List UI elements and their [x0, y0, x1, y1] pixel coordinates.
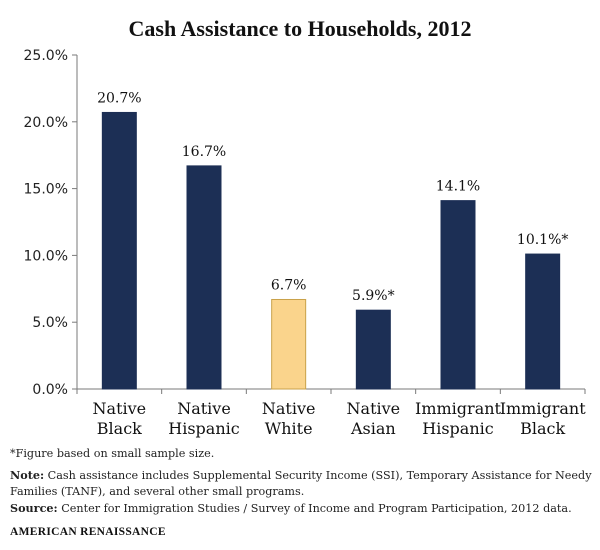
y-tick-label: 0.0% — [32, 382, 68, 398]
category-label: Asian — [350, 419, 396, 438]
y-tick-label: 15.0% — [24, 182, 68, 198]
bar-value-label: 5.9%* — [352, 288, 395, 304]
bar-value-label: 6.7% — [271, 277, 307, 293]
category-label: Black — [520, 419, 565, 438]
bar — [525, 253, 561, 390]
category-label: Black — [97, 419, 142, 438]
bar-value-label: 14.1% — [436, 179, 480, 195]
bar-chart: 0.0% 5.0% 10.0% 15.0% 20.0% 25.0% 20.7% 16.7% 6… — [24, 48, 587, 438]
note-text: Cash assistance includes Supplemental Se… — [10, 469, 592, 498]
bar — [186, 165, 222, 390]
chart-title: Cash Assistance to Households, 2012 — [128, 16, 472, 41]
y-tick-label: 20.0% — [24, 115, 68, 131]
category-label: Native — [262, 399, 316, 418]
bar — [440, 200, 476, 390]
brand-label: AMERICAN RENAISSANCE — [10, 526, 166, 538]
axes: 0.0% 5.0% 10.0% 15.0% 20.0% 25.0% — [24, 48, 586, 398]
bar — [355, 309, 391, 390]
source: Source: Center for Immigration Studies /… — [10, 500, 595, 517]
y-tick-label: 5.0% — [32, 315, 68, 331]
note: Note: Cash assistance includes Supplemen… — [10, 467, 595, 500]
source-label: Source: — [10, 501, 58, 515]
category-label: White — [265, 419, 313, 438]
category-label: Native — [93, 399, 147, 418]
bar-value-label: 16.7% — [182, 144, 226, 160]
bar-value-label: 20.7% — [97, 90, 141, 106]
bar — [101, 111, 137, 390]
category-label: Hispanic — [422, 419, 493, 438]
category-label: Hispanic — [168, 419, 239, 438]
category-label: Immigrant — [415, 399, 502, 418]
y-tick-label: 10.0% — [24, 248, 68, 264]
category-label: Native — [177, 399, 231, 418]
bar-value-label: 10.1%* — [517, 232, 568, 248]
category-label: Native — [347, 399, 401, 418]
bar — [271, 298, 307, 390]
note-label: Note: — [10, 468, 45, 482]
bars — [101, 111, 561, 390]
y-tick-label: 25.0% — [24, 48, 68, 64]
category-label: Immigrant — [500, 399, 587, 418]
source-text: Center for Immigration Studies / Survey … — [57, 502, 572, 515]
bar-value-labels: 20.7% 16.7% 6.7% 5.9%* 14.1% 10.1%* — [97, 90, 568, 304]
small-sample-note: *Figure based on small sample size. — [10, 447, 215, 460]
category-labels: NativeBlackNativeHispanicNativeWhiteNati… — [93, 399, 587, 438]
